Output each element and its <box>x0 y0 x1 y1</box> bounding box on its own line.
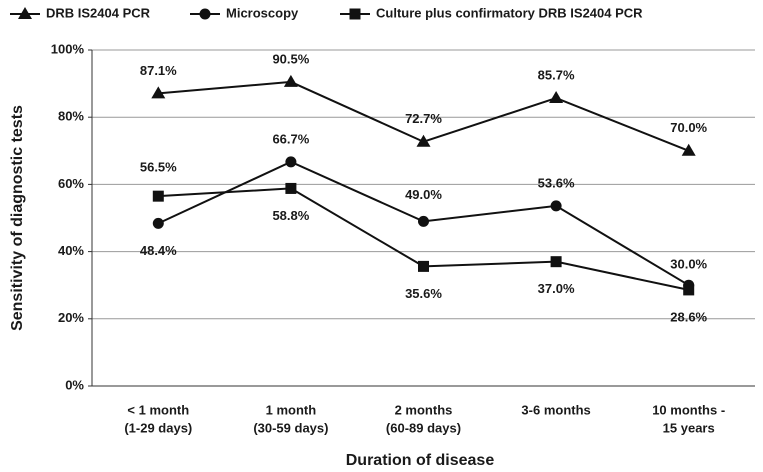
legend-label: Microscopy <box>226 5 299 20</box>
marker <box>681 143 696 156</box>
y-tick-label: 20% <box>58 310 84 325</box>
y-tick-label: 80% <box>58 109 84 124</box>
legend-label: DRB IS2404 PCR <box>46 5 151 20</box>
legend-label: Culture plus confirmatory DRB IS2404 PCR <box>376 5 643 20</box>
x-tick-label: (30-59 days) <box>253 420 328 435</box>
y-tick-label: 60% <box>58 176 84 191</box>
x-tick-label: 15 years <box>663 420 715 435</box>
data-label: 35.6% <box>405 286 442 301</box>
x-tick-label: (60-89 days) <box>386 420 461 435</box>
marker <box>18 7 32 19</box>
marker <box>550 256 562 268</box>
x-tick-label: 2 months <box>395 402 453 417</box>
data-label: 90.5% <box>272 51 309 66</box>
x-tick-label: 10 months - <box>652 402 725 417</box>
marker <box>550 200 562 212</box>
x-tick-label: < 1 month <box>127 402 189 417</box>
marker <box>418 260 429 272</box>
data-label: 58.8% <box>272 208 309 223</box>
marker <box>283 74 298 87</box>
marker <box>152 190 164 202</box>
series-line <box>158 187 689 291</box>
x-tick-label: 3-6 months <box>521 402 590 417</box>
marker <box>285 182 297 194</box>
marker <box>416 134 431 147</box>
data-label: 70.0% <box>670 120 707 135</box>
y-tick-label: 40% <box>58 243 84 258</box>
marker <box>151 86 166 99</box>
data-label: 66.7% <box>272 131 309 146</box>
marker <box>199 8 211 20</box>
data-label: 28.6% <box>670 309 707 324</box>
y-tick-label: 100% <box>51 41 85 56</box>
data-label: 53.6% <box>538 175 575 190</box>
marker <box>285 156 297 168</box>
data-label: 85.7% <box>538 67 575 82</box>
marker <box>152 217 164 229</box>
marker <box>549 91 564 104</box>
x-tick-label: 1 month <box>266 402 317 417</box>
data-label: 87.1% <box>140 63 177 78</box>
data-label: 37.0% <box>538 281 575 296</box>
data-label: 56.5% <box>140 160 177 175</box>
data-label: 49.0% <box>405 187 442 202</box>
y-axis-title: Sensitivity of diagnostic tests <box>9 105 26 331</box>
marker <box>418 215 429 227</box>
data-label: 30.0% <box>670 257 707 272</box>
marker <box>349 8 361 20</box>
data-label: 72.7% <box>405 111 442 126</box>
data-label: 48.4% <box>140 243 177 258</box>
marker <box>683 284 695 296</box>
x-axis-title: Duration of disease <box>346 452 495 469</box>
y-tick-label: 0% <box>65 377 84 392</box>
x-tick-label: (1-29 days) <box>124 420 192 435</box>
